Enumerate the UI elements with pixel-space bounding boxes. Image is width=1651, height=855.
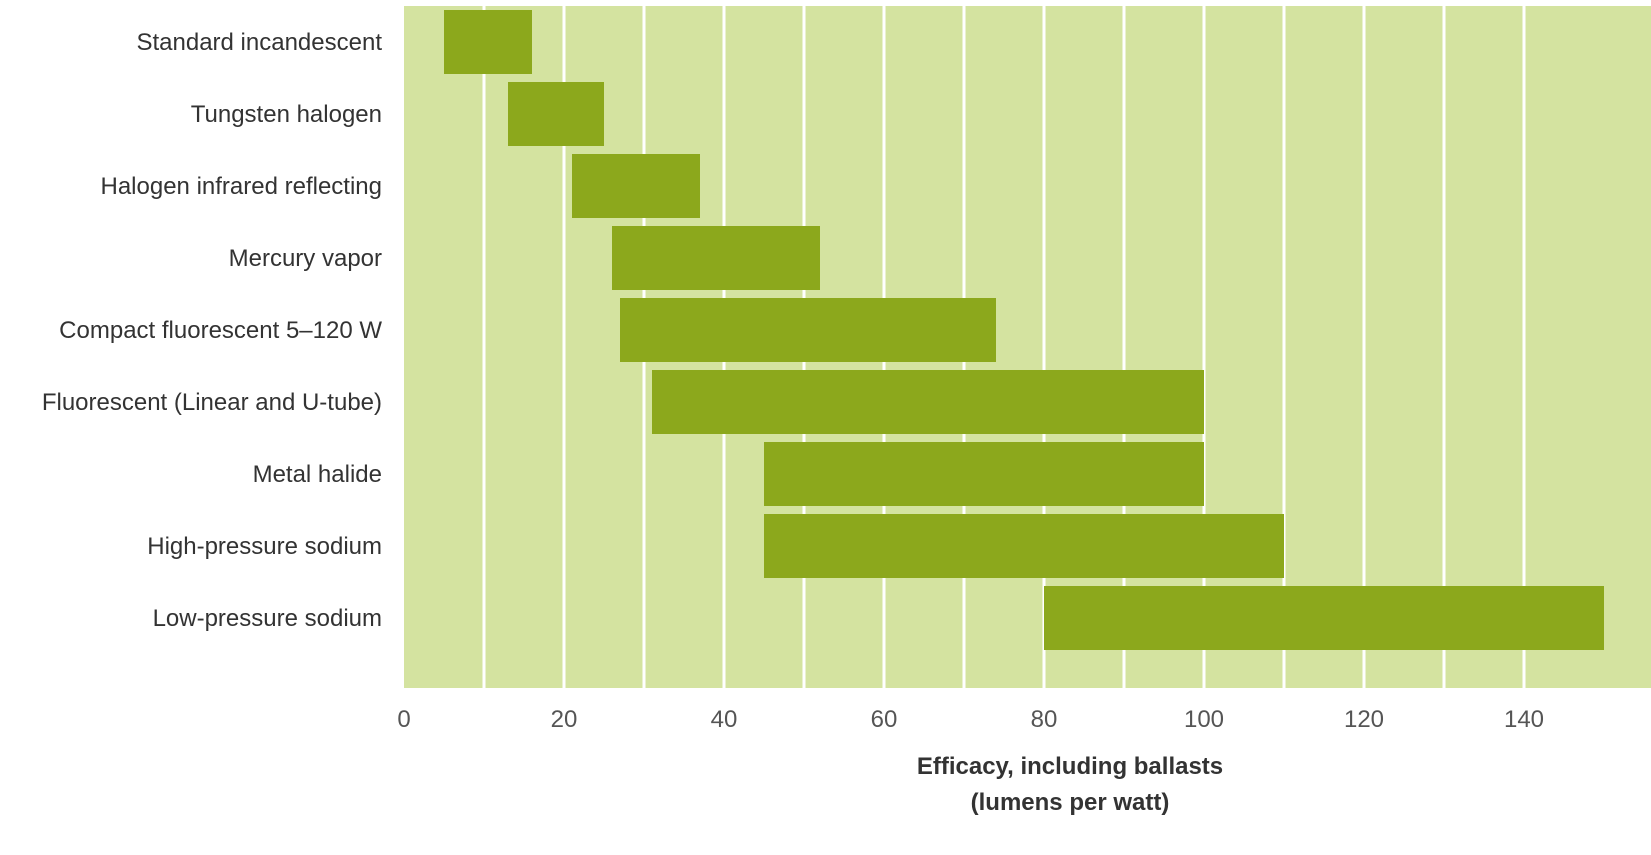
range-bar [444,10,532,74]
x-tick-label: 20 [551,706,578,733]
category-label: Fluorescent (Linear and U-tube) [42,389,382,416]
range-bar [652,370,1204,434]
category-labels: Standard incandescent Tungsten halogen Hal… [42,29,383,632]
bars [444,10,1604,650]
range-bar [620,298,996,362]
x-tick-labels: 0 20 40 60 80 100 120 140 [397,706,1544,733]
range-bar [764,514,1284,578]
range-bar [764,442,1204,506]
category-label: Standard incandescent [136,29,382,56]
category-label: Low-pressure sodium [153,605,382,632]
x-tick-label: 140 [1504,706,1544,733]
x-tick-label: 100 [1184,706,1224,733]
category-label: Compact fluorescent 5–120 W [59,317,382,344]
x-tick-label: 40 [711,706,738,733]
range-bar [1044,586,1604,650]
x-axis-title-line1: Efficacy, including ballasts [917,753,1223,780]
range-bar [612,226,820,290]
x-tick-label: 60 [871,706,898,733]
range-bar [572,154,700,218]
x-axis-title-line2: (lumens per watt) [971,789,1170,816]
x-tick-label: 80 [1031,706,1058,733]
category-label: Tungsten halogen [191,101,382,128]
category-label: High-pressure sodium [147,533,382,560]
category-label: Mercury vapor [229,245,382,272]
range-bar [508,82,604,146]
category-label: Metal halide [253,461,382,488]
x-tick-label: 120 [1344,706,1384,733]
x-tick-label: 0 [397,706,410,733]
category-label: Halogen infrared reflecting [101,173,383,200]
